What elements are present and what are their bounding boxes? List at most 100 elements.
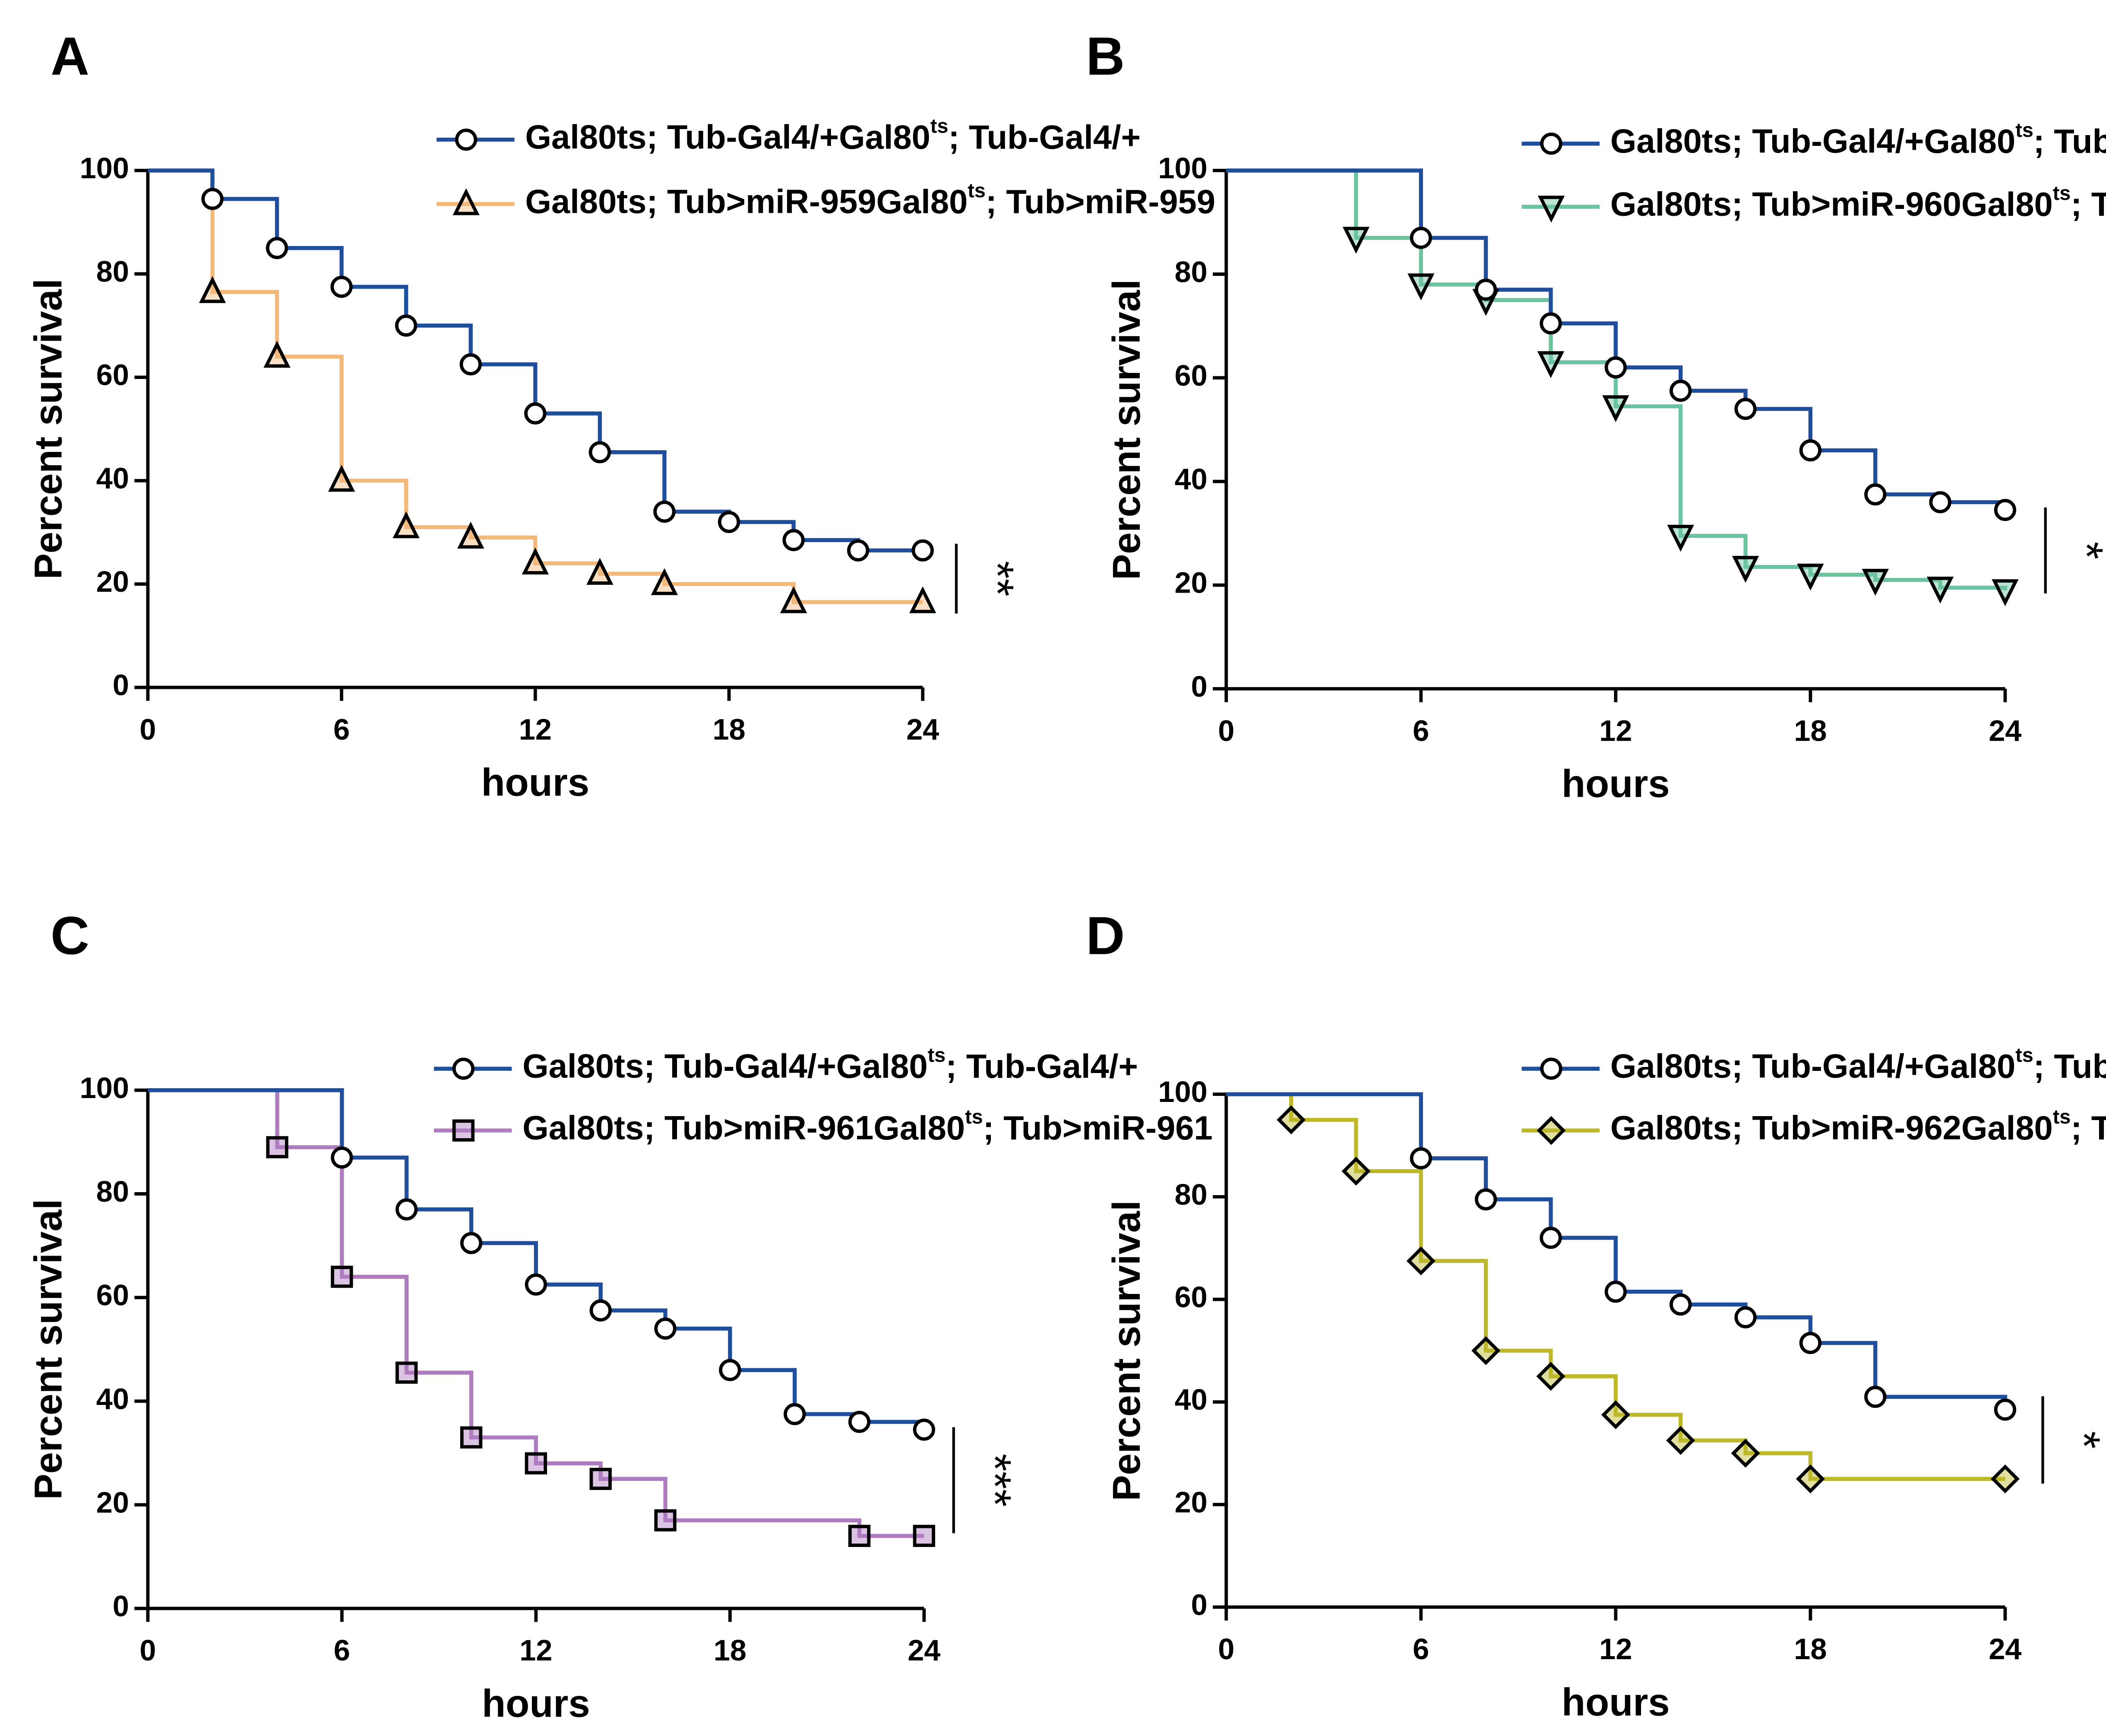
marker <box>1992 579 2019 606</box>
y-tick-label: 20 <box>96 565 129 598</box>
legend-label: Gal80ts; Tub-Gal4/+Gal80ts; Tub-Gal4/+ <box>1610 119 2106 160</box>
marker <box>266 237 288 259</box>
y-tick-label: 80 <box>1175 1178 1208 1211</box>
marker <box>1474 1188 1497 1211</box>
y-axis-title: Percent survival <box>26 1199 70 1500</box>
marker <box>718 511 740 533</box>
marker <box>328 464 355 492</box>
survival-line <box>1226 168 2008 590</box>
marker <box>452 188 480 215</box>
marker <box>1406 1246 1436 1275</box>
y-tick-label: 60 <box>1175 359 1208 392</box>
significance: *** <box>969 1454 1020 1507</box>
marker <box>1471 1336 1501 1365</box>
panel-label: D <box>1086 906 1125 966</box>
marker <box>653 500 676 523</box>
marker <box>457 521 484 549</box>
significance: ** <box>972 561 1023 597</box>
marker <box>1990 1464 2020 1493</box>
marker <box>848 1525 871 1547</box>
marker <box>522 547 549 574</box>
marker <box>654 1317 677 1340</box>
y-tick-label: 40 <box>96 1382 129 1415</box>
x-tick-label: 24 <box>908 1634 940 1667</box>
marker <box>199 276 226 303</box>
x-axis-title: hours <box>482 1682 590 1725</box>
marker <box>395 1361 418 1384</box>
marker <box>586 558 613 585</box>
x-tick-label: 18 <box>1794 714 1827 747</box>
survival-line <box>148 1088 924 1538</box>
marker <box>1799 1332 1822 1354</box>
marker <box>1540 133 1562 155</box>
marker <box>460 1426 483 1449</box>
x-tick-label: 0 <box>139 713 156 746</box>
significance: * <box>2059 1431 2106 1449</box>
marker <box>1734 398 1757 420</box>
x-tick-label: 12 <box>519 1634 552 1667</box>
x-tick-label: 12 <box>519 713 552 746</box>
marker <box>1536 1362 1565 1391</box>
marker <box>1732 556 1759 583</box>
y-axis-title: Percent survival <box>26 278 70 579</box>
x-tick-label: 24 <box>1989 1632 2021 1666</box>
y-tick-label: 20 <box>96 1486 129 1519</box>
marker <box>651 568 678 595</box>
marker <box>909 586 936 613</box>
marker <box>1540 1227 1562 1249</box>
panel-label: B <box>1086 26 1125 86</box>
marker <box>525 1273 547 1296</box>
marker <box>201 188 224 210</box>
marker <box>1604 356 1627 379</box>
marker <box>1926 576 1954 604</box>
marker <box>1666 1426 1695 1455</box>
y-tick-label: 80 <box>96 1175 129 1208</box>
marker <box>1341 1156 1371 1186</box>
marker <box>1410 227 1432 249</box>
x-tick-label: 18 <box>714 1634 746 1667</box>
marker <box>330 275 353 298</box>
y-tick-label: 100 <box>1158 152 1208 185</box>
y-tick-label: 60 <box>96 358 129 391</box>
marker <box>525 1452 547 1474</box>
marker <box>1862 568 1889 596</box>
marker <box>395 314 417 337</box>
legend-label: Gal80ts; Tub-Gal4/+Gal80ts; Tub-Gal4/+ <box>1610 1044 2106 1085</box>
marker <box>1602 395 1629 423</box>
marker <box>1407 273 1435 300</box>
marker <box>1540 1057 1562 1080</box>
y-tick-label: 40 <box>1175 1383 1208 1416</box>
marker <box>780 586 807 613</box>
y-tick-label: 100 <box>80 1071 129 1105</box>
marker <box>1537 196 1565 223</box>
marker <box>263 341 291 368</box>
y-tick-label: 60 <box>96 1278 129 1312</box>
survival-line <box>1226 1092 2008 1410</box>
marker <box>1799 439 1822 462</box>
marker <box>1670 1293 1692 1316</box>
marker <box>784 1403 806 1425</box>
x-tick-label: 12 <box>1599 1632 1632 1666</box>
legend-label: Gal80ts; Tub>miR-960Gal80ts; Tub>miR-960 <box>1610 182 2106 223</box>
x-tick-label: 0 <box>1218 1632 1234 1666</box>
marker <box>452 1119 475 1142</box>
y-tick-label: 0 <box>1191 670 1208 703</box>
x-tick-label: 0 <box>1218 714 1234 747</box>
marker <box>1667 524 1694 552</box>
significance: * <box>2061 542 2106 559</box>
marker <box>911 539 934 562</box>
y-tick-label: 20 <box>1175 1486 1208 1519</box>
marker <box>654 1509 677 1532</box>
y-tick-label: 80 <box>96 255 129 288</box>
y-tick-label: 0 <box>1191 1588 1208 1621</box>
marker <box>331 1266 353 1288</box>
marker <box>589 1299 612 1322</box>
marker <box>1929 491 1951 514</box>
x-tick-label: 12 <box>1599 714 1632 747</box>
y-tick-label: 100 <box>1158 1075 1208 1108</box>
marker <box>913 1525 936 1547</box>
marker <box>331 1146 353 1169</box>
marker <box>1601 1400 1630 1430</box>
marker <box>452 1057 475 1080</box>
